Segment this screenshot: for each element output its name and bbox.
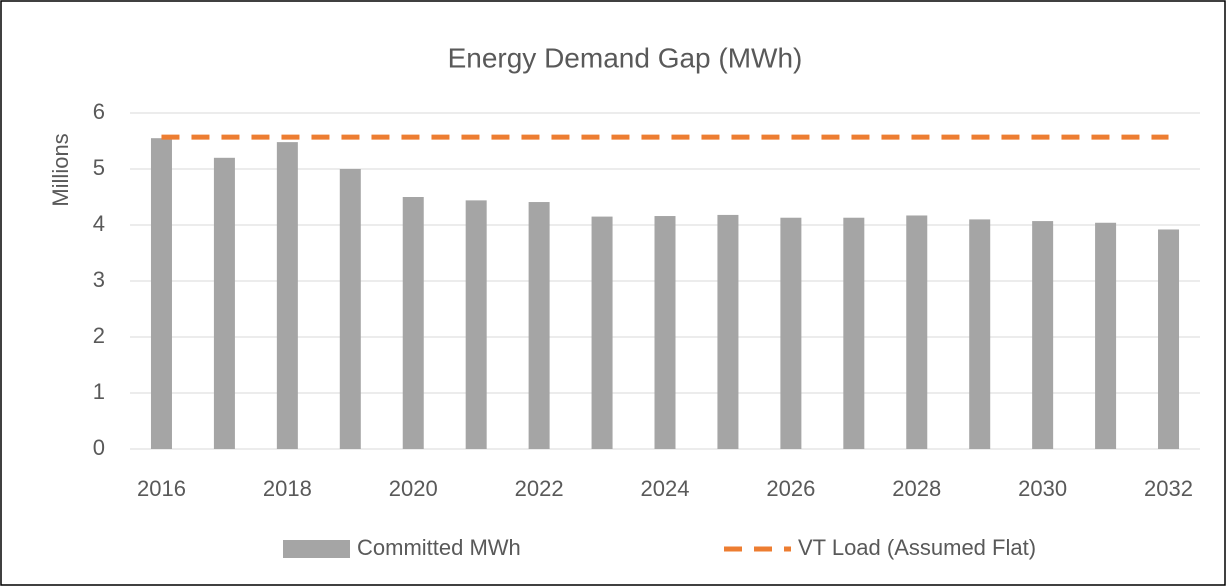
y-tick-label: 5 (93, 155, 105, 180)
bar (591, 216, 613, 449)
bar (276, 142, 298, 449)
bar (465, 200, 487, 449)
y-tick-label: 3 (93, 267, 105, 292)
bar (717, 214, 739, 449)
x-tick-label: 2022 (515, 476, 564, 501)
x-tick-label: 2016 (137, 476, 186, 501)
bar (654, 216, 676, 449)
y-tick-label: 0 (93, 435, 105, 460)
legend-label: VT Load (Assumed Flat) (798, 535, 1036, 560)
y-axis-label: Millions (48, 133, 73, 206)
bar (1032, 221, 1054, 449)
x-tick-label: 2032 (1144, 476, 1193, 501)
bar (780, 217, 802, 449)
y-tick-label: 4 (93, 211, 105, 236)
x-tick-label: 2020 (389, 476, 438, 501)
x-tick-label: 2030 (1018, 476, 1067, 501)
y-tick-label: 1 (93, 379, 105, 404)
bar (402, 197, 424, 449)
x-tick-label: 2018 (263, 476, 312, 501)
bar (213, 157, 235, 450)
bar (1095, 222, 1117, 449)
x-tick-label: 2026 (766, 476, 815, 501)
bar (528, 202, 550, 449)
bar (843, 217, 865, 449)
x-tick-label: 2024 (641, 476, 690, 501)
bar (969, 219, 991, 449)
bar (339, 169, 361, 449)
y-tick-label: 6 (93, 99, 105, 124)
bar (906, 215, 928, 449)
y-tick-label: 2 (93, 323, 105, 348)
x-tick-label: 2028 (892, 476, 941, 501)
legend-swatch (283, 540, 350, 558)
bar (150, 138, 172, 449)
bar (1158, 229, 1180, 449)
legend-label: Committed MWh (357, 535, 521, 560)
chart-title: Energy Demand Gap (MWh) (448, 42, 803, 73)
